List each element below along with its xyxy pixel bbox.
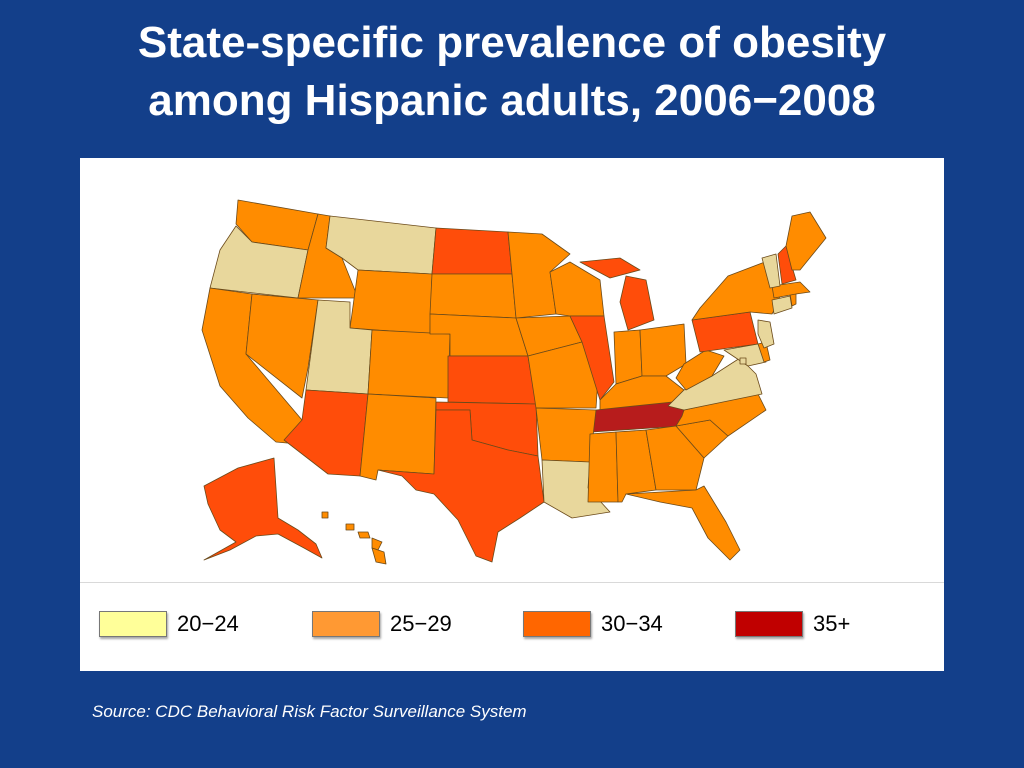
state-NJ bbox=[757, 319, 775, 349]
legend-swatch-20-24 bbox=[99, 611, 167, 637]
us-obesity-map bbox=[201, 199, 827, 565]
legend-swatch-30-34 bbox=[523, 611, 591, 637]
state-AK bbox=[203, 457, 323, 561]
state-SD bbox=[429, 273, 517, 319]
state-MI bbox=[579, 257, 655, 331]
title-line-2: among Hispanic adults, 2006−2008 bbox=[148, 76, 876, 125]
legend-label-20-24: 20−24 bbox=[177, 611, 239, 636]
state-MA bbox=[771, 281, 811, 299]
legend-label-30-34: 30−34 bbox=[601, 611, 663, 636]
state-DC bbox=[739, 357, 747, 365]
state-AZ bbox=[283, 389, 369, 477]
legend-label-35-plus: 35+ bbox=[813, 611, 851, 636]
state-VT bbox=[761, 253, 781, 289]
state-TX bbox=[377, 409, 545, 563]
state-AR bbox=[535, 407, 597, 463]
state-CO bbox=[367, 329, 451, 399]
state-FL bbox=[625, 485, 741, 561]
state-KS bbox=[447, 355, 537, 405]
legend: 20−24 25−29 30−34 35+ bbox=[80, 582, 944, 671]
state-NM bbox=[359, 393, 437, 481]
state-IN bbox=[613, 329, 643, 385]
state-MO bbox=[527, 341, 599, 409]
state-HI bbox=[321, 511, 387, 565]
state-ME bbox=[785, 211, 827, 271]
map-panel: 20−24 25−29 30−34 35+ bbox=[80, 158, 944, 671]
state-MS bbox=[587, 431, 619, 503]
state-NC bbox=[675, 393, 767, 437]
state-WY bbox=[349, 269, 433, 335]
state-NH bbox=[777, 245, 797, 285]
state-NV bbox=[245, 293, 319, 399]
state-OH bbox=[639, 323, 687, 377]
legend-swatch-35-plus bbox=[735, 611, 803, 637]
slide-title: State-specific prevalence of obesity amo… bbox=[0, 14, 1024, 130]
title-line-1: State-specific prevalence of obesity bbox=[137, 18, 887, 67]
state-IL bbox=[569, 315, 615, 401]
source-note: Source: CDC Behavioral Risk Factor Surve… bbox=[92, 702, 527, 721]
legend-swatch-25-29 bbox=[312, 611, 380, 637]
legend-label-25-29: 25−29 bbox=[390, 611, 452, 636]
state-ND bbox=[431, 227, 513, 275]
state-CT bbox=[771, 295, 793, 315]
